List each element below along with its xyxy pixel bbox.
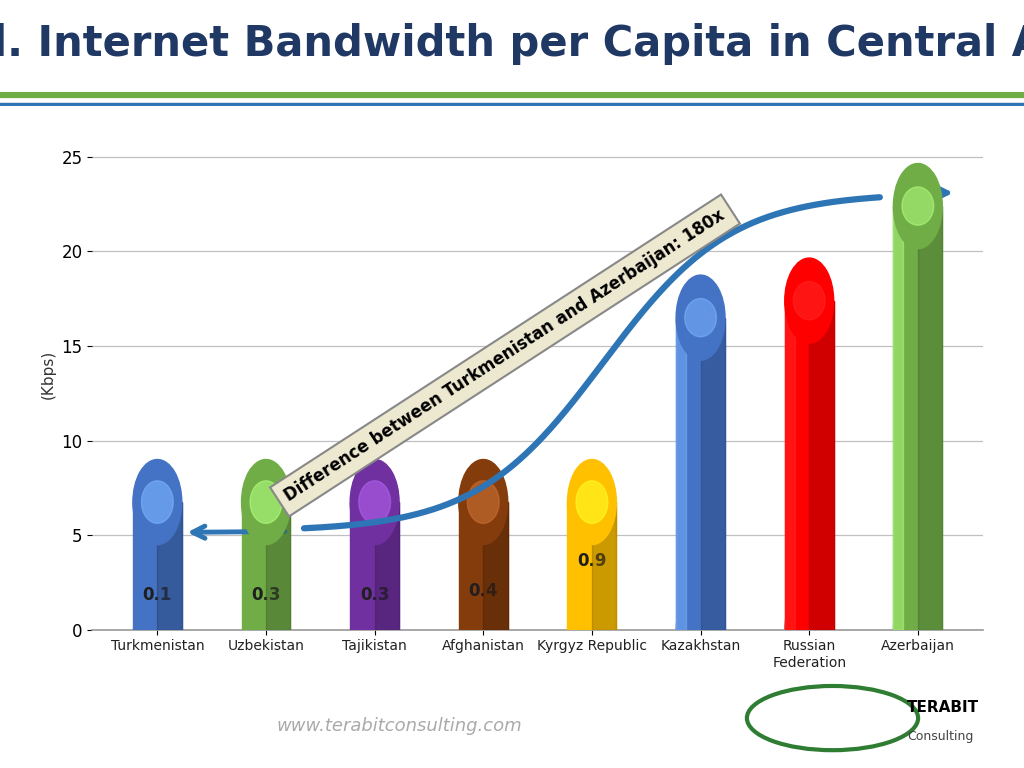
Bar xyxy=(784,300,795,630)
Bar xyxy=(893,206,942,630)
Bar xyxy=(158,502,182,630)
Ellipse shape xyxy=(794,282,825,319)
Ellipse shape xyxy=(676,588,725,672)
Bar xyxy=(133,502,182,630)
Ellipse shape xyxy=(467,481,499,523)
Text: 0.1: 0.1 xyxy=(142,586,172,604)
Ellipse shape xyxy=(567,459,616,545)
Ellipse shape xyxy=(902,187,934,225)
Bar xyxy=(809,300,834,630)
Ellipse shape xyxy=(141,481,173,523)
Ellipse shape xyxy=(784,258,834,343)
Y-axis label: (Kbps): (Kbps) xyxy=(41,349,55,399)
Ellipse shape xyxy=(676,275,725,360)
Text: 16.5: 16.5 xyxy=(680,290,721,307)
Bar xyxy=(483,502,508,630)
Text: 0.3: 0.3 xyxy=(359,586,389,604)
Bar xyxy=(567,502,616,630)
Text: 22.4: 22.4 xyxy=(897,177,938,196)
Bar xyxy=(784,300,834,630)
Bar xyxy=(242,502,291,630)
Bar xyxy=(266,502,291,630)
Ellipse shape xyxy=(242,459,291,545)
Text: TERABIT: TERABIT xyxy=(907,700,979,716)
Ellipse shape xyxy=(893,588,942,672)
Ellipse shape xyxy=(784,588,834,672)
Text: www.terabitconsulting.com: www.terabitconsulting.com xyxy=(276,717,522,735)
Ellipse shape xyxy=(893,164,942,249)
Bar xyxy=(676,318,686,630)
Bar xyxy=(592,502,616,630)
Ellipse shape xyxy=(350,459,399,545)
Text: 0.9: 0.9 xyxy=(578,551,606,570)
Ellipse shape xyxy=(459,459,508,545)
Ellipse shape xyxy=(577,481,608,523)
Bar xyxy=(375,502,399,630)
Ellipse shape xyxy=(133,459,182,545)
Bar xyxy=(676,318,725,630)
Text: Int’l. Internet Bandwidth per Capita in Central Asia: Int’l. Internet Bandwidth per Capita in … xyxy=(0,23,1024,65)
Bar xyxy=(459,502,508,630)
Ellipse shape xyxy=(250,481,282,523)
Text: 17.4: 17.4 xyxy=(788,272,829,290)
Text: Consulting: Consulting xyxy=(907,730,973,743)
Ellipse shape xyxy=(685,299,717,337)
Bar xyxy=(700,318,725,630)
Ellipse shape xyxy=(358,481,390,523)
Text: Difference between Turkmenistan and Azerbaijan: 180x: Difference between Turkmenistan and Azer… xyxy=(282,206,728,505)
Text: 0.4: 0.4 xyxy=(469,582,498,600)
Bar xyxy=(350,502,399,630)
Bar xyxy=(918,206,942,630)
Bar xyxy=(893,206,903,630)
Text: 0.3: 0.3 xyxy=(251,586,281,604)
